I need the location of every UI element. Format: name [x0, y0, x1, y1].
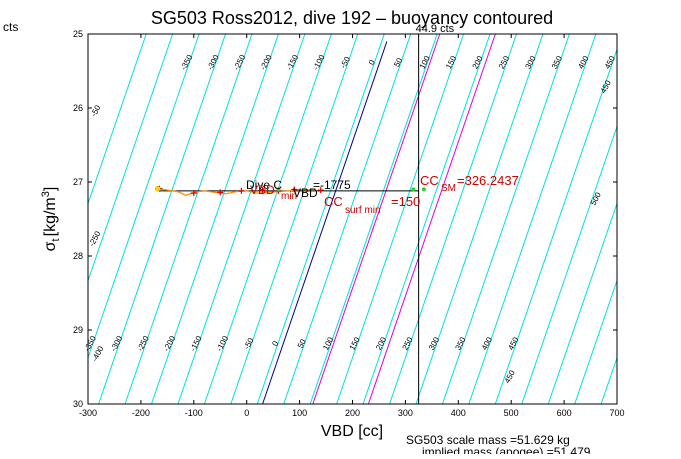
contour-line	[309, 34, 438, 404]
contour-label-bottom: -300	[109, 334, 125, 353]
x-tick-label: 0	[244, 408, 249, 418]
contour-label-top: -300	[205, 53, 221, 72]
y-axis-label-unit: [kg/m	[42, 197, 59, 236]
annotation-vbd-sub: min	[281, 191, 297, 202]
contour-label-bottom: -100	[215, 334, 231, 353]
green-marker	[276, 187, 281, 192]
x-tick-label: 500	[504, 408, 519, 418]
y-tick-label: 29	[73, 325, 83, 335]
annotation-cc-surf-value: =150	[391, 194, 420, 209]
annotation-vbd-2: VBD	[293, 186, 318, 200]
annotation-cc-surf-sub: surf min	[345, 205, 381, 216]
contour-line	[151, 34, 279, 404]
x-tick-label: 400	[451, 408, 466, 418]
start-marker	[155, 185, 161, 192]
observed-series	[155, 185, 426, 197]
contour-line	[441, 34, 570, 404]
contour-line	[468, 34, 597, 404]
contour-label-bottom: -250	[135, 334, 151, 353]
y-axis-label: σt [kg/m3]	[40, 187, 62, 252]
y-tick-label: 30	[73, 399, 83, 409]
y-axis-label-unit-sup: 3	[40, 191, 52, 197]
annotation-cc-sm-sub: SM	[441, 183, 456, 194]
contour-label-right: 450	[503, 368, 517, 384]
x-tick-label: 600	[557, 408, 572, 418]
contour-line	[88, 34, 200, 360]
y-axis-label-sub: t	[50, 238, 62, 241]
contour-label-top: -100	[311, 53, 327, 72]
contour-line	[124, 34, 253, 404]
contour-line	[628, 34, 681, 404]
contour-label-top: -250	[232, 53, 248, 72]
annotation-dive-cc-value: =-1775	[313, 178, 351, 192]
annotation-cc-sm: CC	[420, 173, 439, 188]
contour-label-bottom: -150	[188, 334, 204, 353]
contour-line	[574, 279, 617, 404]
contour-line	[88, 34, 147, 206]
x-axis-ticks: -300 -200 -100 0 100 200 300 400 500 600 700	[79, 34, 625, 418]
footer-implied-mass: implied mass (apogee) =51.479	[422, 445, 591, 454]
contour-label-bottom: -200	[162, 334, 178, 353]
contour-line	[654, 34, 681, 404]
x-tick-label: -100	[185, 408, 203, 418]
contour-line	[600, 356, 617, 404]
contour-label-left: -50	[89, 103, 103, 118]
svg-text:σt[kg/m3]: σt [kg/m3]	[40, 187, 62, 252]
green-marker	[411, 187, 416, 192]
y-tick-label: 28	[73, 251, 83, 261]
x-tick-label: 200	[345, 408, 360, 418]
contour-line	[283, 34, 412, 404]
buoyancy-contours	[88, 34, 681, 404]
contour-line	[415, 34, 544, 404]
contour-label-right: 500	[589, 190, 603, 206]
contour-line	[362, 34, 491, 404]
contour-label-top: 0	[367, 58, 377, 67]
annotation-dive-cc: Dive C	[246, 178, 282, 192]
contour-label-right: 450	[599, 78, 613, 94]
observed-series-line	[157, 188, 316, 197]
contour-line	[521, 124, 617, 404]
chart-title: SG503 Ross2012, dive 192 – buoyancy cont…	[151, 8, 553, 28]
x-tick-label: 300	[398, 408, 413, 418]
contour-label-bottom: 0	[270, 339, 280, 348]
contour-line	[389, 34, 517, 404]
y-axis-label-main: σ	[42, 241, 59, 251]
vbd-vertical-label: 44.9 cts	[416, 23, 455, 35]
contour-line	[98, 34, 227, 404]
x-axis-label: VBD [cc]	[321, 423, 383, 440]
y-tick-label: 27	[73, 177, 83, 187]
contour-line	[230, 34, 359, 404]
x-tick-label: -200	[132, 408, 150, 418]
x-tick-label: 100	[292, 408, 307, 418]
contour-line	[547, 202, 617, 404]
contour-label-top: -200	[258, 53, 274, 72]
left-edge-text: cts	[3, 20, 18, 34]
annotation-vbd: VBD	[250, 183, 275, 197]
contour-line	[336, 34, 465, 404]
y-tick-label: 25	[73, 29, 83, 39]
annotations: Dive C =-1775 VBD min VBD CC SM =326.243…	[246, 173, 519, 216]
contour-line	[494, 47, 617, 404]
contour-line	[177, 34, 306, 404]
contour-line	[88, 34, 174, 283]
x-tick-label: 700	[609, 408, 624, 418]
footer-scale-mass: SG503 scale mass =51.629 kg	[406, 433, 570, 447]
contour-line	[256, 34, 385, 404]
reference-line-navy	[262, 41, 388, 404]
x-tick-label: -300	[79, 408, 97, 418]
annotation-cc-surf: CC	[324, 194, 343, 209]
y-tick-label: 26	[73, 103, 83, 113]
contour-label-top: -350	[179, 53, 195, 72]
contour-labels: -350 -300 -250 -200 -150 -100 -50 0 50 100 150 200 2…	[83, 53, 618, 385]
reference-line-magenta2	[367, 34, 496, 404]
contour-line	[203, 34, 332, 404]
annotation-cc-sm-value: =326.2437	[457, 173, 519, 188]
contour-label-top: -150	[285, 53, 301, 72]
y-axis-label-unit-end: ]	[42, 187, 59, 191]
y-axis-ticks: 25 26 27 28 29 30	[73, 29, 617, 409]
green-marker	[421, 187, 426, 192]
